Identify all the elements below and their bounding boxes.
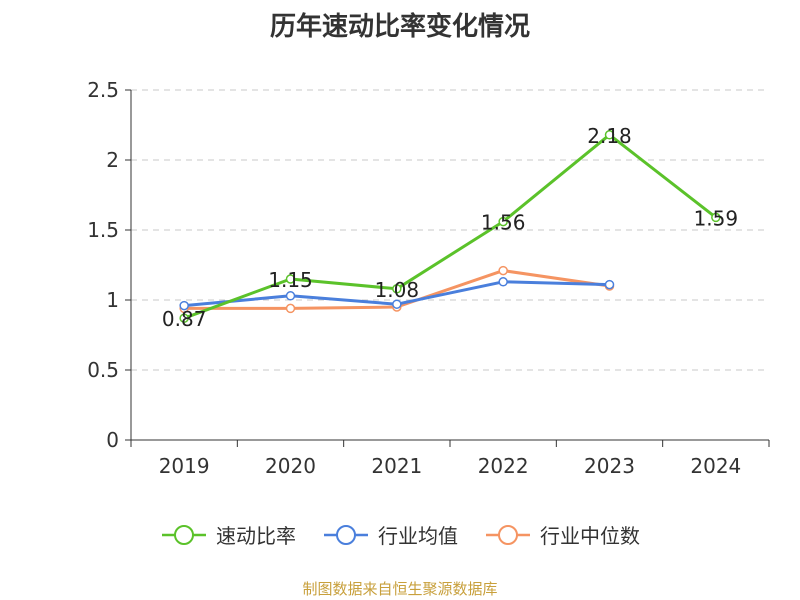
data-label: 0.87 [162,307,207,331]
legend-swatch-icon [162,524,206,545]
x-tick-label: 2023 [584,454,635,478]
legend-item[interactable]: 行业中位数 [484,520,640,549]
y-tick-label: 0 [106,428,119,452]
data-label: 1.59 [694,206,739,230]
x-tick-label: 2022 [478,454,529,478]
data-point [498,216,508,227]
data-label: 1.15 [268,268,313,292]
data-label: 2.18 [587,124,632,148]
legend-item[interactable]: 行业均值 [322,520,458,549]
legend-item[interactable]: 速动比率 [160,520,296,549]
data-point [392,299,402,309]
data-point [392,284,402,294]
data-point [179,313,189,323]
legend-label: 行业均值 [378,524,458,548]
y-tick-label: 2 [106,148,119,172]
y-tick-label: 1.5 [87,218,119,242]
data-label: 1.56 [481,211,526,235]
x-tick-label: 2021 [371,454,422,478]
x-tick-label: 2024 [690,454,741,478]
data-point [285,291,296,301]
x-tick-label: 2020 [265,454,316,478]
legend-label: 速动比率 [216,524,296,548]
legend-swatch-icon [486,524,530,545]
data-point [498,265,508,276]
data-point [179,300,189,311]
source-note: 制图数据来自恒生聚源数据库 [302,580,498,598]
y-tick-label: 1 [106,288,119,312]
x-tick-label: 2019 [159,454,210,478]
data-point [285,303,296,314]
legend: 速动比率 行业均值 行业中位数 [0,520,800,549]
data-point [498,277,508,287]
data-point [711,212,721,223]
legend-label: 行业中位数 [540,524,640,548]
data-point [285,274,296,284]
data-point [604,279,615,290]
data-label: 1.08 [375,278,420,302]
legend-swatch-icon [324,524,368,545]
chart-title: 历年速动比率变化情况 [269,12,530,42]
data-point [604,130,615,140]
y-tick-label: 0.5 [87,358,119,382]
y-tick-label: 2.5 [87,78,119,102]
series-line [183,133,717,320]
